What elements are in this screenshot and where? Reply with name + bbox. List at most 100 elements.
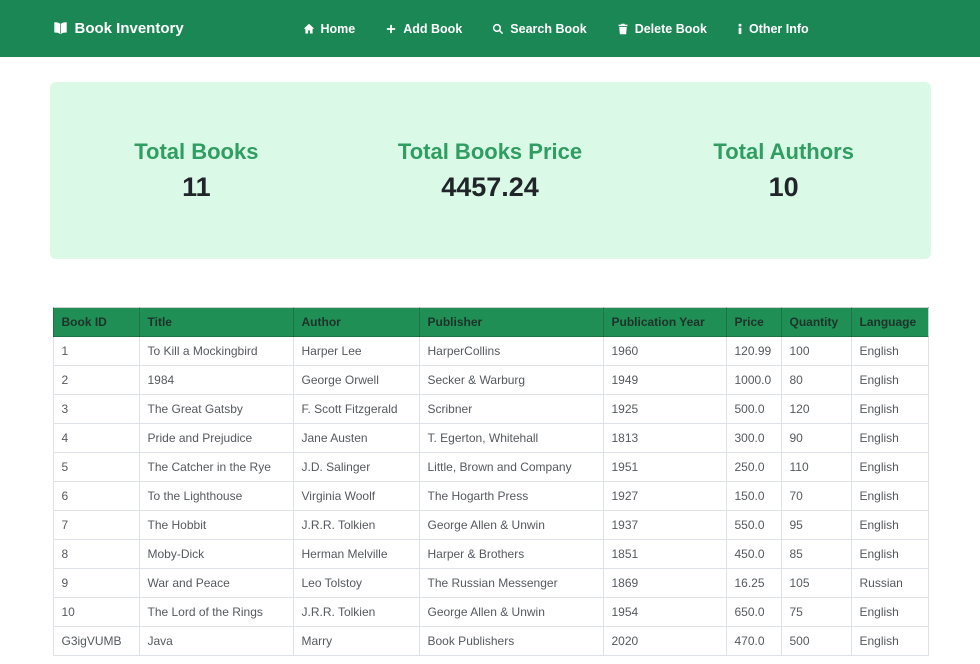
cell-publisher: The Hogarth Press [418, 481, 604, 511]
cell-publication-year: 1925 [602, 394, 727, 424]
cell-language: English [850, 539, 929, 569]
navbar-container: Book Inventory Home Add Book Search Book De… [53, 20, 928, 37]
cell-author: J.R.R. Tolkien [292, 597, 420, 627]
nav-item-delete-book[interactable]: Delete Book [602, 22, 722, 36]
nav-item-home[interactable]: Home [288, 22, 371, 36]
cell-book-id: G3igVUMB [52, 626, 140, 656]
cell-language: English [850, 336, 929, 366]
cell-price: 300.0 [725, 423, 782, 453]
column-header-publication-year: Publication Year [602, 307, 727, 337]
cell-language: English [850, 481, 929, 511]
stat-card-total-books: Total Books 11 [50, 139, 344, 203]
cell-language: English [850, 626, 929, 656]
cell-publisher: George Allen & Unwin [418, 597, 604, 627]
trash-icon [617, 23, 629, 35]
nav-items: Home Add Book Search Book Delete Book Other … [288, 22, 824, 36]
search-icon [492, 23, 504, 35]
header-row: Book ID Title Author Publisher Publication Y… [52, 307, 929, 337]
cell-price: 150.0 [725, 481, 782, 511]
cell-publisher: George Allen & Unwin [418, 510, 604, 540]
cell-publisher: Harper & Brothers [418, 539, 604, 569]
cell-publication-year: 1851 [602, 539, 727, 569]
cell-publisher: Scribner [418, 394, 604, 424]
cell-author: Marry [292, 626, 420, 656]
cell-price: 500.0 [725, 394, 782, 424]
cell-price: 470.0 [725, 626, 782, 656]
cell-price: 250.0 [725, 452, 782, 482]
column-header-price: Price [725, 307, 782, 337]
column-header-quantity: Quantity [780, 307, 852, 337]
column-header-author: Author [292, 307, 420, 337]
book-icon [53, 21, 68, 36]
cell-publisher: The Russian Messenger [418, 568, 604, 598]
book-table-section: Book ID Title Author Publisher Publication Y… [52, 307, 929, 656]
cell-author: J.D. Salinger [292, 452, 420, 482]
stat-label: Total Books [134, 138, 259, 164]
column-header-publisher: Publisher [418, 307, 604, 337]
table-row: 1 To Kill a Mockingbird Harper Lee HarperCo… [52, 336, 929, 366]
cell-author: Jane Austen [292, 423, 420, 453]
cell-book-id: 5 [52, 452, 140, 482]
cell-publication-year: 1927 [602, 481, 727, 511]
cell-quantity: 110 [780, 452, 852, 482]
cell-author: George Orwell [292, 365, 420, 395]
cell-publication-year: 1949 [602, 365, 727, 395]
cell-publisher: Book Publishers [418, 626, 604, 656]
table-row: 7 The Hobbit J.R.R. Tolkien George Allen & … [52, 510, 929, 540]
cell-book-id: 2 [52, 365, 140, 395]
cell-publication-year: 1960 [602, 336, 727, 366]
cell-quantity: 85 [780, 539, 852, 569]
cell-book-id: 3 [52, 394, 140, 424]
table-row: 9 War and Peace Leo Tolstoy The Russian Mes… [52, 568, 929, 598]
cell-publication-year: 1869 [602, 568, 727, 598]
nav-item-add-book[interactable]: Add Book [370, 22, 477, 36]
table-row: 3 The Great Gatsby F. Scott Fitzgerald Scri… [52, 394, 929, 424]
cell-title: To Kill a Mockingbird [138, 336, 294, 366]
cell-language: English [850, 597, 929, 627]
cell-quantity: 95 [780, 510, 852, 540]
plus-icon [385, 23, 397, 35]
table-row: 2 1984 George Orwell Secker & Warburg 1949 10… [52, 365, 929, 395]
cell-price: 16.25 [725, 568, 782, 598]
table-row: 8 Moby-Dick Herman Melville Harper & Brothe… [52, 539, 929, 569]
cell-language: English [850, 452, 929, 482]
column-header-title: Title [138, 307, 294, 337]
cell-publisher: Secker & Warburg [418, 365, 604, 395]
nav-item-other-info[interactable]: Other Info [722, 22, 824, 36]
cell-price: 550.0 [725, 510, 782, 540]
cell-title: The Great Gatsby [138, 394, 294, 424]
book-table: Book ID Title Author Publisher Publication Y… [52, 307, 929, 656]
book-table-head: Book ID Title Author Publisher Publication Y… [52, 307, 929, 337]
cell-author: J.R.R. Tolkien [292, 510, 420, 540]
stat-card-total-authors: Total Authors 10 [637, 139, 931, 203]
nav-item-label: Add Book [403, 21, 463, 36]
cell-language: Russian [850, 568, 929, 598]
cell-publication-year: 1937 [602, 510, 727, 540]
cell-author: Harper Lee [292, 336, 420, 366]
stat-card-total-books-price: Total Books Price 4457.24 [343, 139, 637, 203]
cell-quantity: 105 [780, 568, 852, 598]
cell-book-id: 4 [52, 423, 140, 453]
stat-label: Total Books Price [397, 138, 583, 164]
cell-book-id: 9 [52, 568, 140, 598]
nav-item-search-book[interactable]: Search Book [477, 22, 601, 36]
info-icon [737, 23, 743, 35]
nav-item-label: Delete Book [634, 21, 707, 36]
nav-item-label: Other Info [748, 21, 809, 36]
cell-book-id: 1 [52, 336, 140, 366]
cell-quantity: 120 [780, 394, 852, 424]
stat-value: 11 [182, 171, 211, 202]
column-header-book-id: Book ID [52, 307, 140, 337]
cell-title: The Hobbit [138, 510, 294, 540]
cell-publisher: Little, Brown and Company [418, 452, 604, 482]
table-row: 4 Pride and Prejudice Jane Austen T. Egerto… [52, 423, 929, 453]
cell-publication-year: 1954 [602, 597, 727, 627]
cell-author: Leo Tolstoy [292, 568, 420, 598]
cell-quantity: 100 [780, 336, 852, 366]
cell-price: 120.99 [725, 336, 782, 366]
cell-book-id: 7 [52, 510, 140, 540]
brand-link[interactable]: Book Inventory [53, 20, 184, 37]
cell-language: English [850, 510, 929, 540]
cell-publication-year: 2020 [602, 626, 727, 656]
cell-book-id: 10 [52, 597, 140, 627]
